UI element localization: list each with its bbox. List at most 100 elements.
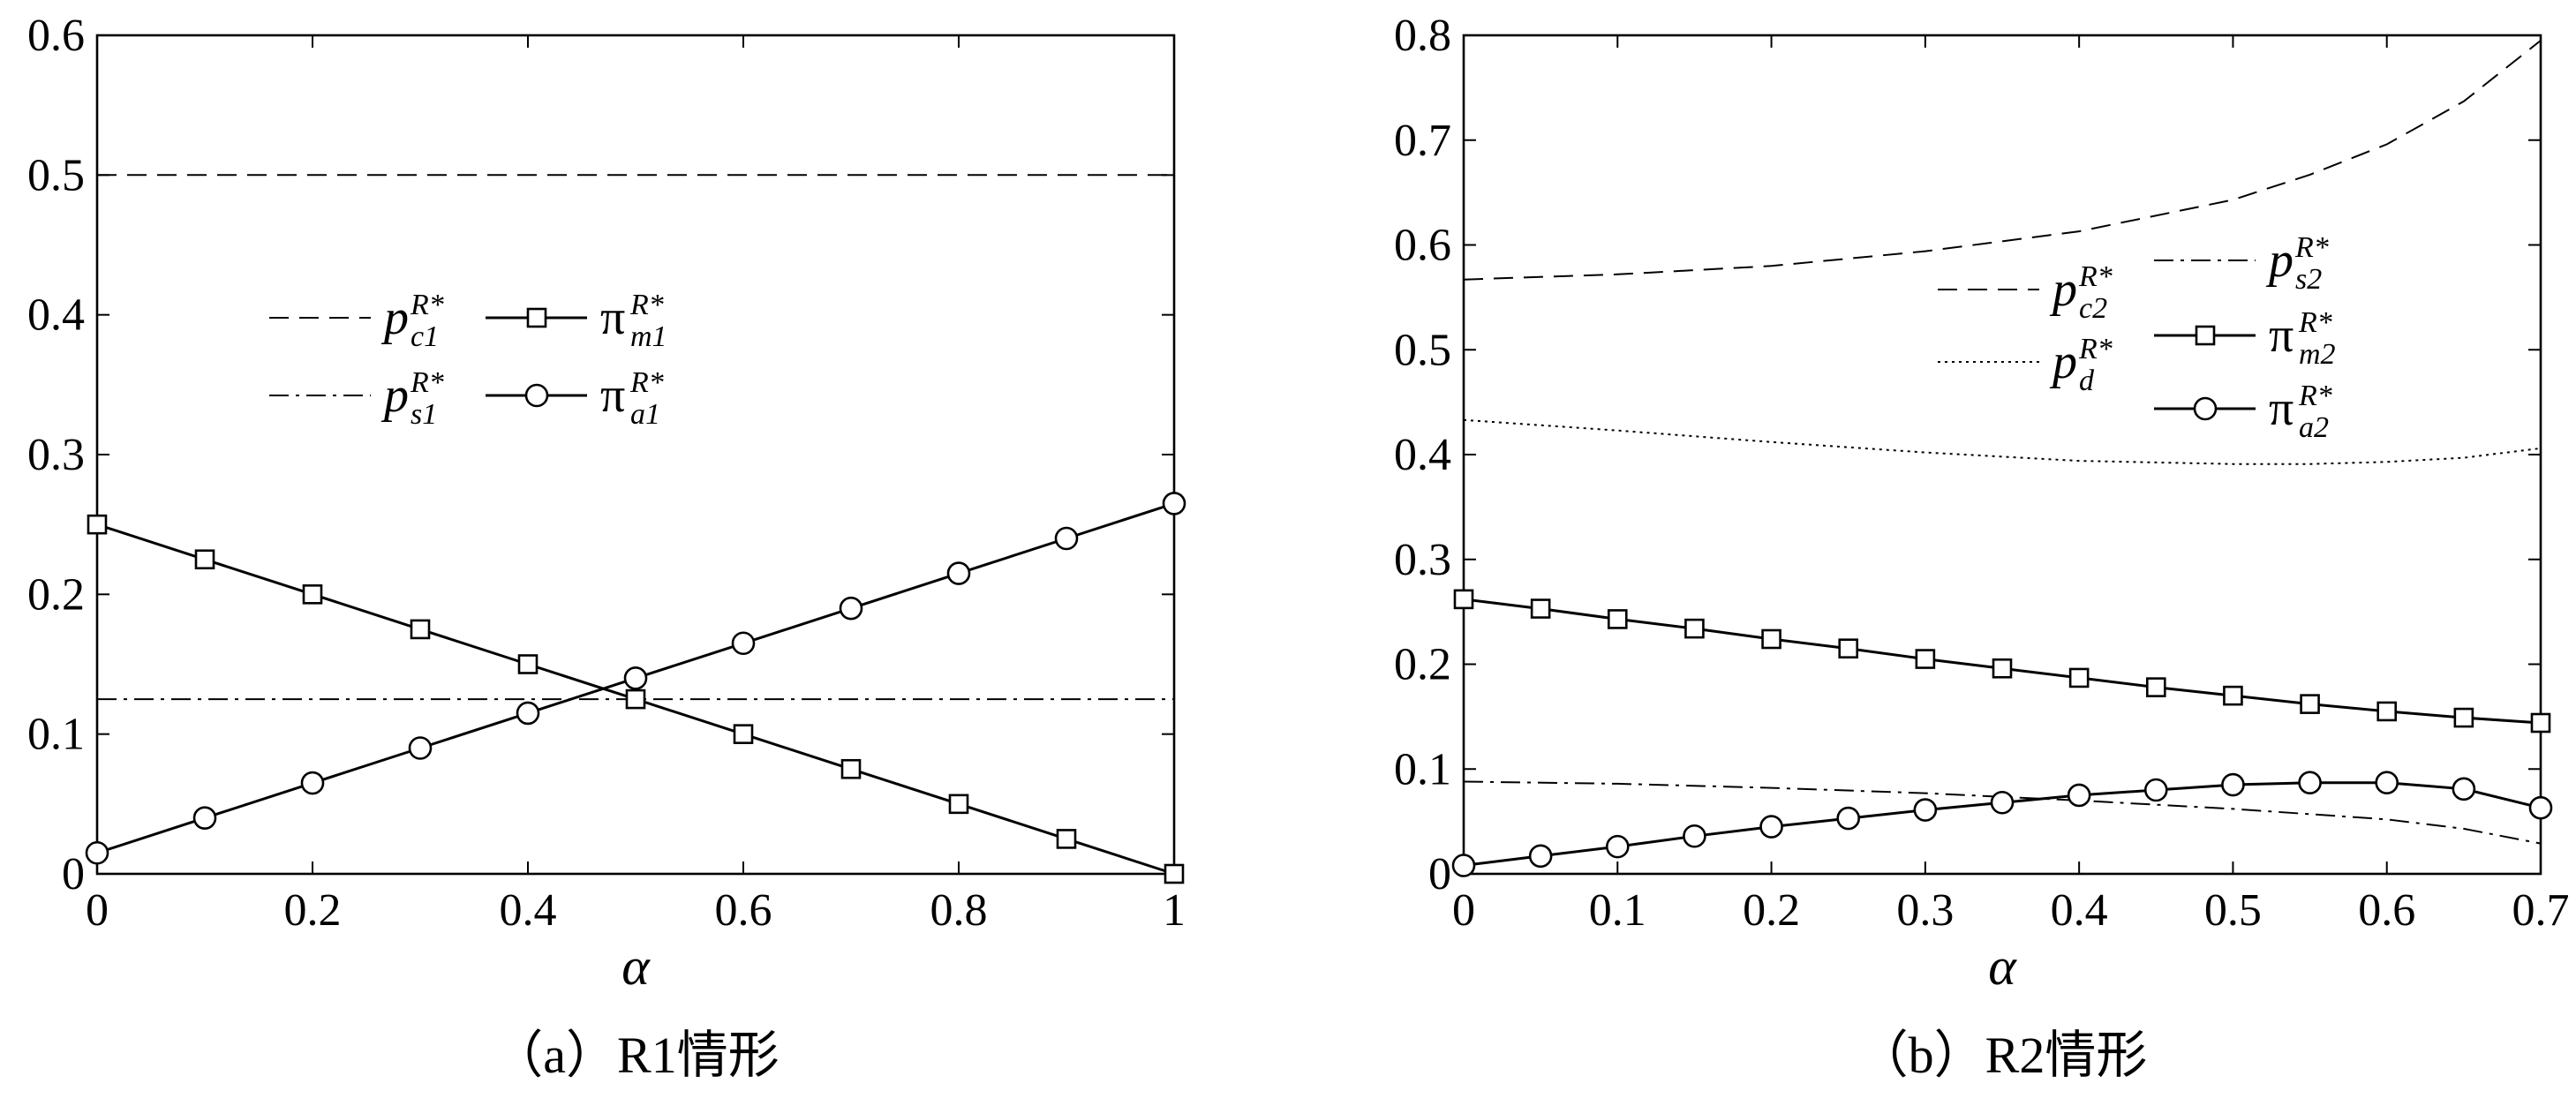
chart-b-xtick-label: 0.3 bbox=[1896, 885, 1954, 936]
chart-b-data-point bbox=[2300, 694, 2320, 714]
chart-b-legend-subscript: d bbox=[2079, 365, 2095, 397]
chart-b-legend-item: π R*m2 bbox=[2154, 306, 2336, 371]
chart-b-series-line bbox=[1463, 780, 2542, 845]
chart-b-legend-superscript: R* bbox=[2078, 260, 2113, 293]
chart-a-ytick-label: 0.3 bbox=[27, 430, 85, 480]
chart-a-legend-superscript: R* bbox=[629, 289, 664, 321]
chart-b-legend-subscript: c2 bbox=[2079, 292, 2107, 325]
chart-b-plot-frame bbox=[1462, 34, 2542, 876]
chart-b-xtick-label: 0.6 bbox=[2358, 885, 2415, 936]
chart-b-series-line bbox=[1463, 418, 2542, 465]
chart-a-legend-superscript: R* bbox=[410, 366, 444, 399]
chart-a-data-point bbox=[300, 771, 325, 795]
chart-b-legend-marker bbox=[2193, 396, 2218, 421]
chart-b-ytick-label: 0.1 bbox=[1394, 744, 1451, 794]
chart-a-data-point bbox=[733, 724, 754, 744]
chart-b-legend-subscript: s2 bbox=[2295, 263, 2322, 296]
chart-a-legend-marker bbox=[524, 383, 549, 408]
chart-a-data-point bbox=[948, 794, 969, 815]
chart-a-data-point bbox=[1164, 863, 1185, 884]
chart-b-legend-item: p R*d bbox=[1938, 333, 2113, 397]
chart-b-ytick-label: 0.3 bbox=[1394, 535, 1451, 585]
chart-b-xtick-label: 0.2 bbox=[1743, 885, 1800, 936]
chart-a-data-point bbox=[516, 701, 540, 726]
chart-b-data-point bbox=[2221, 772, 2245, 797]
chart-a-data-point bbox=[517, 654, 539, 674]
chart-a-xtick-label: 1 bbox=[1163, 885, 1186, 936]
chart-b-data-point bbox=[1836, 806, 1861, 831]
chart-a-data-point bbox=[410, 619, 431, 640]
chart-b-data-point bbox=[2223, 685, 2243, 706]
chart-b-data-point bbox=[1913, 798, 1938, 822]
chart-b-legend-symbol: π bbox=[2269, 308, 2294, 363]
chart-b-ytick-label: 0.6 bbox=[1394, 221, 1451, 271]
chart-b: 0 0.1 0.2 0.3 0.4 0.5 0.6 0.7 0.8 0 0.1 0.2 0.3 0.4 0.… bbox=[1394, 11, 2570, 1084]
chart-b-data-point bbox=[1451, 854, 1476, 877]
chart-a-data-point bbox=[85, 840, 109, 865]
chart-a-data-point bbox=[1054, 526, 1079, 551]
chart-a-caption: （a）R1情形 bbox=[492, 1027, 779, 1084]
chart-a-legend-item: p R*c1 bbox=[269, 289, 444, 353]
chart-a-x-axis-label: α bbox=[621, 937, 651, 996]
chart-b-legend-superscript: R* bbox=[2078, 333, 2113, 365]
chart-a-data-point bbox=[840, 758, 862, 779]
chart-b-data-point bbox=[1759, 815, 1783, 839]
chart-b-legend-symbol: p bbox=[2049, 335, 2077, 389]
chart-a-legend-symbol: p bbox=[380, 368, 409, 423]
chart-b-xtick-label: 0.5 bbox=[2204, 885, 2262, 936]
chart-b-ytick-label: 0.8 bbox=[1394, 11, 1451, 61]
chart-a-xtick-label: 0.6 bbox=[715, 885, 772, 936]
chart-a-data-point bbox=[1056, 829, 1077, 849]
chart-b-legend-symbol: π bbox=[2269, 381, 2294, 436]
chart-b-series-2 bbox=[1463, 780, 2542, 845]
chart-b-legend-symbol: p bbox=[2049, 262, 2077, 317]
chart-a-xtick-label: 0.2 bbox=[284, 885, 342, 936]
chart-a-legend-subscript: a1 bbox=[630, 398, 660, 431]
chart-a-data-point bbox=[192, 806, 217, 830]
chart-b-data-point bbox=[2376, 701, 2398, 722]
chart-a-ytick-label: 0 bbox=[62, 849, 85, 899]
chart-a-ytick-label: 0.4 bbox=[27, 290, 85, 341]
chart-a-legend-symbol: p bbox=[380, 290, 409, 345]
chart-b-data-point bbox=[2452, 777, 2476, 801]
chart-b-data-point bbox=[1605, 834, 1630, 859]
chart-b-legend-item: p R*c2 bbox=[1938, 260, 2113, 325]
chart-b-data-point bbox=[1530, 598, 1551, 619]
chart-a-data-point bbox=[623, 666, 648, 690]
chart-a-ytick-label: 0.2 bbox=[27, 569, 85, 620]
chart-a-data-point bbox=[625, 688, 646, 710]
chart-b-data-point bbox=[2145, 677, 2166, 697]
chart-a-legend-item: π R*m1 bbox=[486, 289, 667, 353]
chart-b-legend-superscript: R* bbox=[2294, 231, 2329, 264]
chart-b-legend-symbol: p bbox=[2265, 233, 2294, 288]
chart-a-data-point bbox=[839, 596, 863, 621]
chart-b-xtick-label: 0 bbox=[1452, 885, 1475, 936]
chart-a-data-point bbox=[1162, 492, 1186, 515]
chart-b-legend-item: p R*s2 bbox=[2154, 231, 2329, 296]
chart-b-data-point bbox=[1607, 609, 1628, 629]
chart-b-legend-superscript: R* bbox=[2298, 306, 2332, 339]
chart-a-legend-subscript: c1 bbox=[411, 320, 439, 353]
chart-b-data-point bbox=[1992, 658, 2013, 679]
chart-b-legend-superscript: R* bbox=[2298, 380, 2332, 412]
chart-a-ytick-label: 0.5 bbox=[27, 150, 85, 200]
chart-b-data-point bbox=[2143, 778, 2168, 802]
chart-b-data-point bbox=[1761, 628, 1781, 650]
chart-b-data-point bbox=[2298, 771, 2322, 794]
chart-a-xtick-label: 0 bbox=[86, 885, 109, 936]
chart-b-caption: （b）R2情形 bbox=[1857, 1027, 2148, 1084]
chart-a-series-3 bbox=[85, 492, 1186, 865]
chart-b-xtick-label: 0.1 bbox=[1589, 885, 1646, 936]
chart-b-data-point bbox=[1915, 649, 1936, 669]
chart-a-legend-marker bbox=[526, 307, 547, 328]
chart-a-data-point bbox=[946, 561, 971, 585]
chart-a-data-point bbox=[302, 584, 323, 605]
chart-b-data-point bbox=[2530, 712, 2551, 734]
chart-a-xtick-label: 0.8 bbox=[930, 885, 988, 936]
chart-a-series-2 bbox=[87, 514, 1185, 884]
chart-b-series-3 bbox=[1453, 589, 2551, 734]
chart-b-legend-marker bbox=[2195, 325, 2216, 346]
chart-a-legend-subscript: s1 bbox=[411, 398, 437, 431]
chart-a-data-point bbox=[87, 514, 108, 535]
